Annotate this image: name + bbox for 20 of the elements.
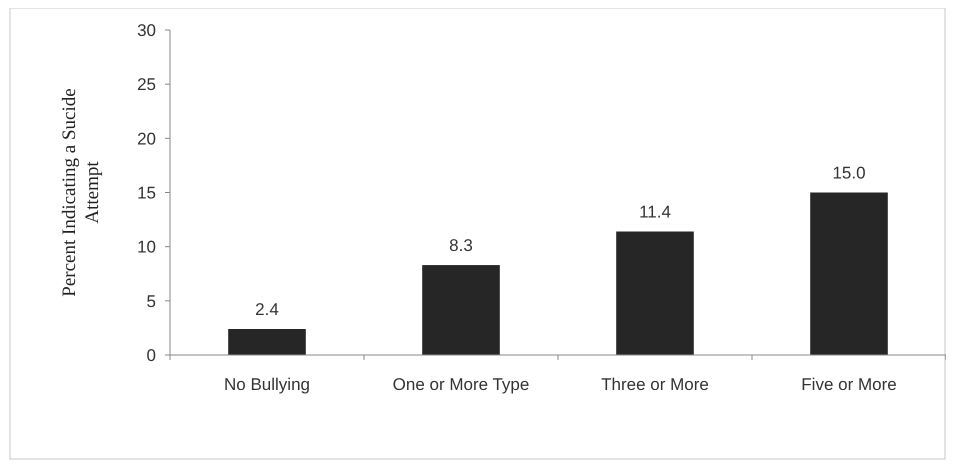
data-label: 8.3 xyxy=(449,236,473,256)
x-tick-label: Three or More xyxy=(601,375,709,394)
y-tick-label: 10 xyxy=(137,238,156,257)
y-tick-label: 0 xyxy=(146,346,156,365)
x-tick-label: One or More Type xyxy=(392,375,530,394)
y-axis-title: Percent Indicating a Sucide Attempt xyxy=(59,88,103,297)
data-label: 2.4 xyxy=(255,300,279,319)
x-tick-label: Five or More xyxy=(801,375,897,394)
data-label: 15.0 xyxy=(832,164,866,182)
y-tick-label: 15 xyxy=(137,183,156,202)
bar xyxy=(422,265,500,355)
y-tick-label: 25 xyxy=(137,75,156,94)
bar xyxy=(228,329,306,355)
y-tick-label: 30 xyxy=(137,20,156,40)
bar xyxy=(810,192,888,355)
y-tick-label: 5 xyxy=(146,292,156,311)
bar xyxy=(616,232,694,355)
y-tick-label: 20 xyxy=(137,129,156,148)
data-label: 11.4 xyxy=(639,202,671,222)
x-tick-label: No Bullying xyxy=(224,375,310,394)
